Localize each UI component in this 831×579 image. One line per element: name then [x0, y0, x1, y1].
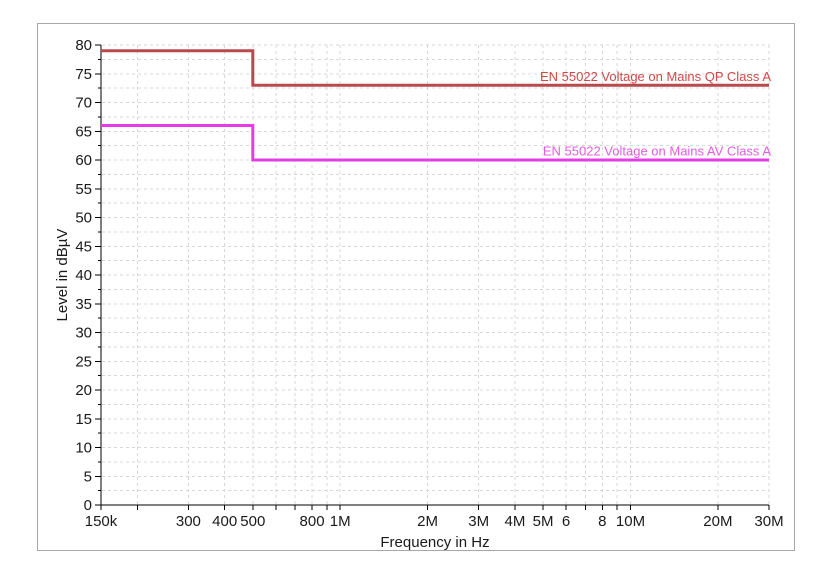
x-tick-label: 1M — [330, 513, 351, 530]
y-tick-label: 0 — [84, 497, 92, 514]
y-tick-label: 80 — [75, 37, 92, 54]
x-tick-label: 20M — [703, 513, 732, 530]
limit-line-av — [101, 124, 769, 162]
tick-label-layer: 150k 300 400 500 800 1M 2M 3M 4M 5M 6 8 10M 20M 30M 0 5 1… — [75, 37, 783, 530]
x-tick-label: 5M — [533, 513, 554, 530]
x-tick-label: 10M — [616, 513, 645, 530]
x-tick-label: 2M — [417, 513, 438, 530]
x-tick-label: 400 — [212, 513, 237, 530]
series-layer — [101, 49, 769, 162]
y-axis-title: Level in dBµV — [54, 229, 71, 322]
axes-layer — [95, 44, 770, 510]
series-label-layer: EN 55022 Voltage on Mains QP Class A EN 5… — [540, 69, 771, 159]
x-tick-label: 800 — [300, 513, 325, 530]
x-tick-label: 300 — [176, 513, 201, 530]
series-label-qp: EN 55022 Voltage on Mains QP Class A — [540, 69, 771, 84]
x-tick-label: 4M — [505, 513, 526, 530]
y-tick-label: 70 — [75, 95, 92, 112]
y-tick-label: 20 — [75, 382, 92, 399]
y-tick-label: 75 — [75, 66, 92, 83]
y-tick-label: 40 — [75, 267, 92, 284]
x-tick-label: 8 — [598, 513, 606, 530]
x-tick-label: 6 — [562, 513, 570, 530]
x-tick-label: 150k — [85, 513, 118, 530]
x-tick-label: 3M — [468, 513, 489, 530]
limit-chart: 150k 300 400 500 800 1M 2M 3M 4M 5M 6 8 10M 20M 30M 0 5 1… — [54, 37, 784, 550]
series-label-av: EN 55022 Voltage on Mains AV Class A — [543, 144, 771, 159]
limit-line-qp — [101, 49, 769, 87]
y-tick-label: 25 — [75, 353, 92, 370]
chart-panel: 150k 300 400 500 800 1M 2M 3M 4M 5M 6 8 10M 20M 30M 0 5 1… — [37, 23, 795, 551]
y-tick-label: 35 — [75, 296, 92, 313]
y-tick-label: 10 — [75, 440, 92, 457]
y-tick-label: 5 — [84, 468, 92, 485]
x-axis-title: Frequency in Hz — [380, 534, 489, 550]
y-tick-label: 55 — [75, 181, 92, 198]
y-tick-label: 65 — [75, 123, 92, 140]
y-tick-label: 60 — [75, 152, 92, 169]
x-tick-label: 30M — [754, 513, 783, 530]
y-tick-label: 30 — [75, 325, 92, 342]
x-tick-label: 500 — [240, 513, 265, 530]
y-tick-label: 15 — [75, 411, 92, 428]
grid-layer — [102, 44, 770, 504]
y-tick-label: 45 — [75, 238, 92, 255]
y-tick-label: 50 — [75, 210, 92, 227]
